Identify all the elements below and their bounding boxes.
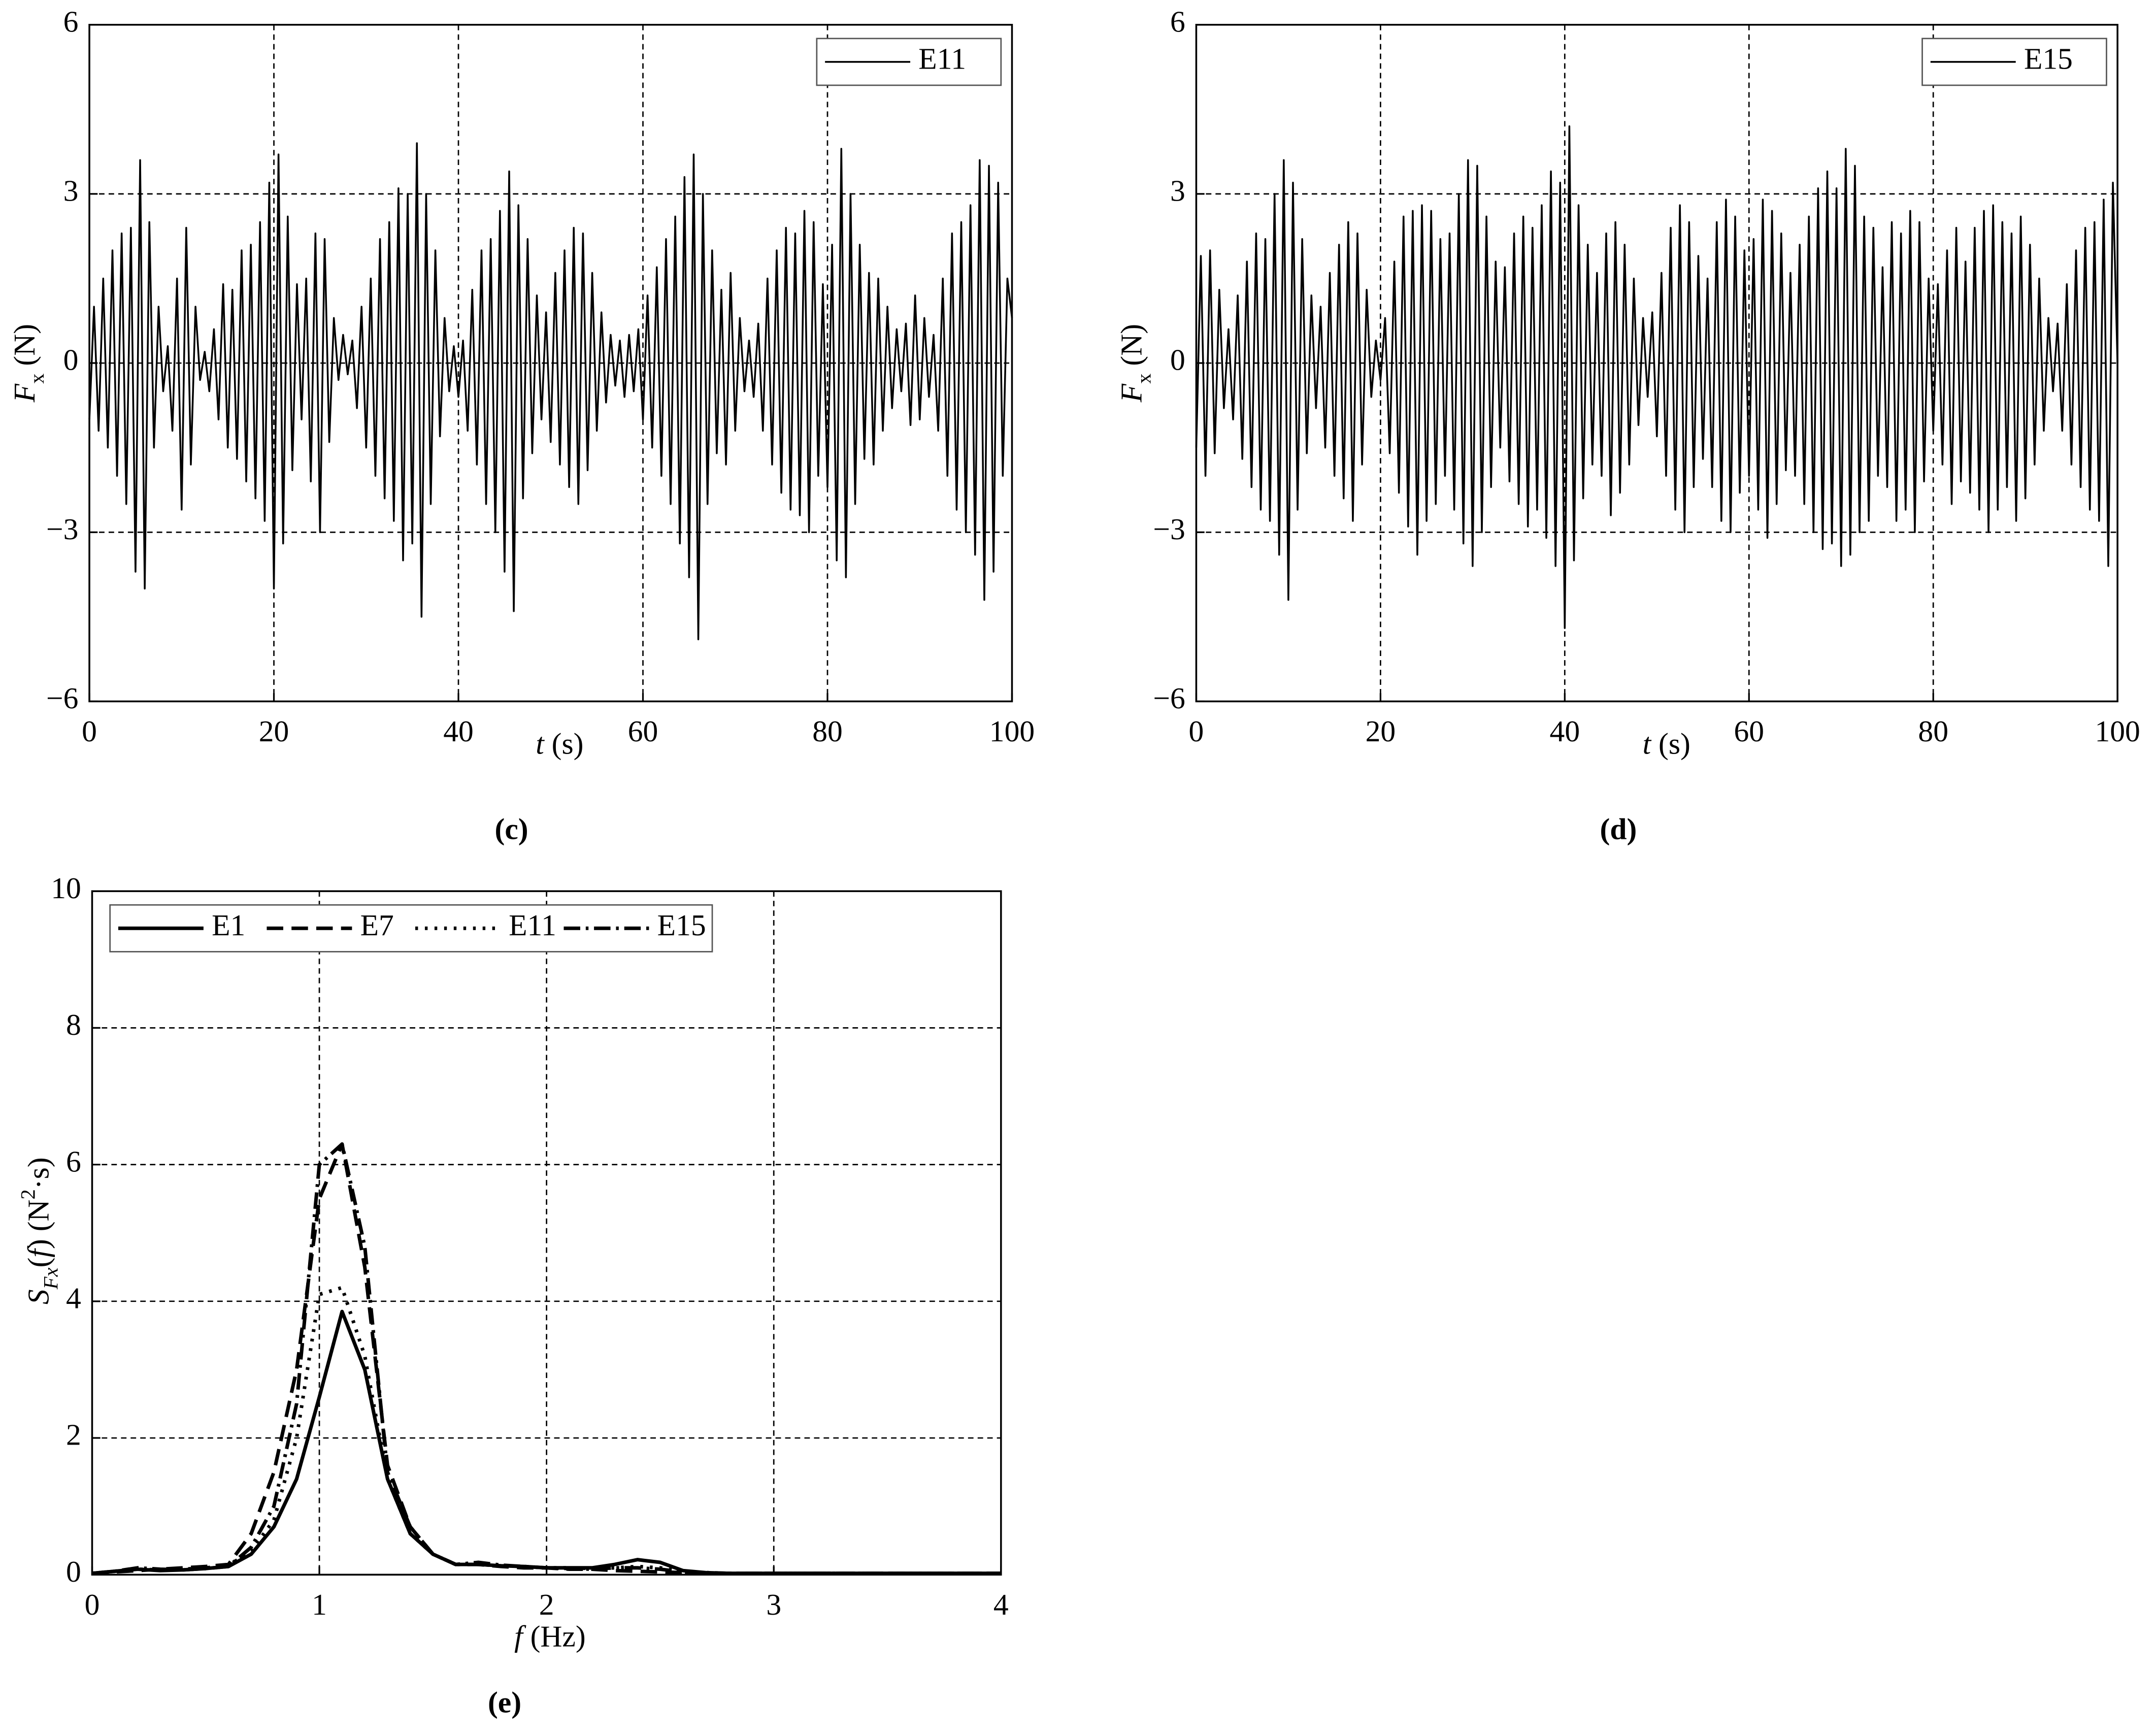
x-tick-label: 100 [989,714,1035,748]
y-axis-label-part: Fx [39,1267,62,1290]
data-line [92,1142,1001,1576]
y-axis-label: SFx(f) (N2·s) [16,1157,62,1304]
y-tick-label: 0 [63,343,79,377]
data-line [1195,125,2118,629]
y-axis-label-part: F [8,383,41,403]
x-axis-label-part: (Hz) [523,1619,586,1653]
x-tick-label: 100 [2095,714,2140,748]
y-axis-label-part: ) (N [21,1199,55,1249]
y-axis-label-part: S [21,1289,55,1304]
y-axis-label-part: x [25,374,48,384]
x-tick-label: 60 [1734,714,1764,748]
x-axis-label: t (s) [1643,727,1690,760]
y-axis-label-part: (N) [1114,324,1148,374]
plot-frame [1195,23,2118,703]
legend-label: E11 [918,42,966,76]
y-tick-label: 4 [66,1281,81,1315]
panel-label: (e) [488,1685,521,1719]
x-tick-label: 80 [812,714,843,748]
panel-label: (d) [1600,812,1637,845]
y-tick-label: 6 [66,1144,81,1178]
legend-label: E15 [2024,42,2073,76]
x-tick-label: 2 [539,1588,554,1621]
data-line [88,142,1013,640]
y-tick-label: 3 [63,174,79,208]
x-axis-label-part: (s) [544,727,584,760]
y-axis-label-part: F [1114,383,1148,403]
legend-box [109,904,713,953]
legend-label: E7 [360,908,394,942]
y-axis-label: Fx (N) [1114,324,1155,403]
y-axis-label-part: 2 [16,1189,39,1199]
x-tick-label: 40 [1550,714,1580,748]
legend-label: E15 [657,908,706,942]
y-axis-label: Fx (N) [8,324,48,403]
x-axis-label-part: (s) [1651,727,1690,760]
y-tick-label: 6 [1170,5,1185,38]
x-tick-label: 20 [1366,714,1396,748]
y-tick-label: 10 [51,871,81,905]
y-tick-label: 2 [66,1418,81,1452]
y-axis-label-part: ·s) [21,1157,55,1189]
y-axis-label-part: ( [21,1258,55,1268]
x-tick-label: 80 [1918,714,1948,748]
x-tick-label: 0 [1189,714,1204,748]
y-tick-label: −3 [1153,512,1185,546]
x-tick-label: 60 [628,714,658,748]
x-tick-label: 0 [85,1588,100,1621]
x-tick-label: 4 [993,1588,1009,1621]
x-axis-label: f (Hz) [514,1619,586,1653]
plot-frame [88,23,1013,703]
y-tick-label: −6 [46,681,78,715]
x-axis-label-part: t [1643,727,1652,760]
x-tick-label: 1 [312,1588,327,1621]
panel-label: (c) [495,812,528,845]
x-tick-label: 3 [766,1588,781,1621]
y-tick-label: −6 [1153,681,1185,715]
y-tick-label: −3 [46,512,78,546]
y-tick-label: 8 [66,1008,81,1041]
x-tick-label: 40 [443,714,474,748]
legend-label: E11 [509,908,556,942]
y-tick-label: 6 [63,5,79,38]
y-axis-label-part: (N) [8,324,41,374]
x-axis-label-part: t [536,727,545,760]
plot-frame [91,890,1002,1576]
x-tick-label: 0 [82,714,97,748]
legend-label: E1 [212,908,245,942]
y-tick-label: 3 [1170,174,1185,208]
y-tick-label: 0 [66,1555,81,1588]
x-tick-label: 20 [259,714,289,748]
y-axis-label-part: x [1132,374,1155,384]
x-axis-label: t (s) [536,727,583,760]
y-tick-label: 0 [1170,343,1185,377]
